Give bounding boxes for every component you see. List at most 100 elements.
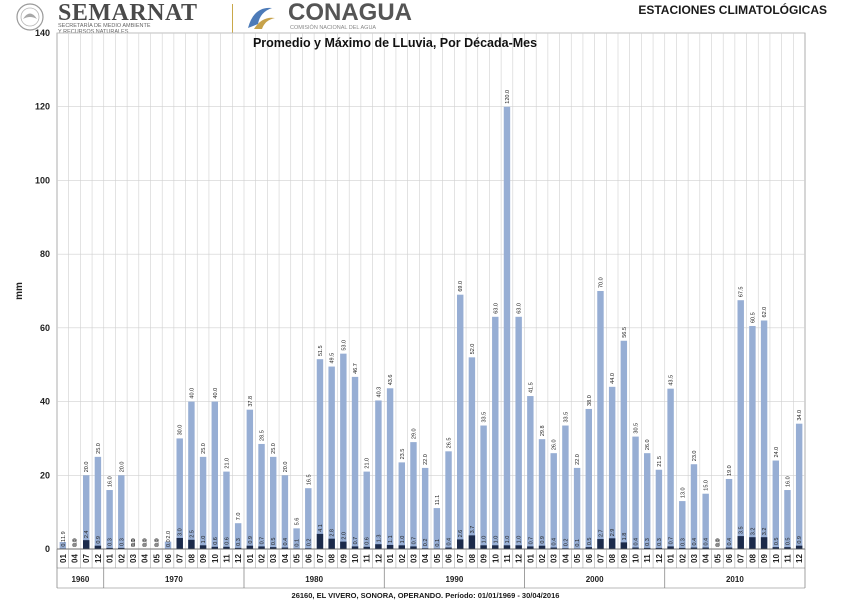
avg-bar [281,547,289,549]
avg-bar [94,545,102,549]
max-value-label: 21.5 [657,456,663,467]
month-tick-label: 11 [783,554,792,563]
month-tick-label: 02 [117,554,126,563]
avg-bar [690,547,698,549]
avg-value-label: 0.7 [353,537,359,545]
avg-value-label: 3.7 [470,526,476,534]
month-tick-label: 03 [129,554,138,563]
avg-value-label: 1.3 [376,535,382,543]
y-tick-label: 80 [40,249,50,259]
max-bar [702,493,709,549]
max-value-label: 29.8 [540,425,546,436]
month-tick-label: 04 [561,554,570,563]
max-value-label: 40.0 [189,388,195,399]
avg-value-label: 0.5 [785,538,791,546]
avg-value-label: 0.3 [119,538,125,546]
footer-station-info: 26160, EL VIVERO, SONORA, OPERANDO. Perí… [291,591,560,600]
avg-value-label: 0.4 [283,538,289,546]
max-bar [585,408,592,549]
max-bar [270,456,277,549]
avg-value-label: 0.4 [704,538,710,546]
max-value-label: 19.0 [727,465,733,476]
y-tick-label: 120 [35,102,50,112]
avg-value-label: 0.0 [154,539,160,547]
max-value-label: 26.5 [447,438,453,449]
max-value-label: 11.1 [435,495,441,505]
y-tick-label: 0 [45,544,50,554]
avg-bar [608,538,616,549]
max-bar [106,490,113,549]
avg-value-label: 0.9 [96,536,102,544]
avg-bar [83,540,90,549]
max-bar [188,401,195,549]
max-value-label: 25.0 [201,443,207,454]
avg-value-label: 0.3 [236,538,242,546]
avg-value-label: 3.2 [762,528,768,536]
max-value-label: 30.5 [634,423,640,434]
month-tick-label: 12 [655,554,664,563]
avg-value-label: 0.4 [447,538,453,546]
month-tick-label: 12 [515,554,524,563]
max-bar [644,453,651,549]
max-bar [328,366,335,549]
avg-bar [188,539,195,549]
avg-bar [760,537,768,549]
avg-bar [246,545,254,549]
max-bar [421,467,429,549]
avg-bar [176,537,183,549]
max-bar [784,490,791,549]
avg-value-label: 0.2 [563,539,569,547]
max-bar [620,340,628,549]
avg-bar [270,547,277,549]
y-tick-label: 40 [40,397,50,407]
avg-bar [328,538,335,549]
max-bar [433,508,441,549]
month-tick-label: 12 [795,554,804,563]
avg-value-label: 0.2 [423,539,429,547]
y-tick-label: 60 [40,323,50,333]
avg-bar [118,547,125,549]
max-bar [83,475,90,549]
month-tick-label: 02 [398,554,407,563]
max-value-label: 60.5 [750,312,756,323]
max-value-label: 40.0 [213,388,219,399]
max-value-label: 56.5 [622,327,628,338]
avg-value-label: 1.0 [201,536,207,544]
max-bar [293,528,300,549]
max-value-label: 24.0 [774,447,780,458]
month-tick-label: 11 [503,554,512,563]
month-tick-label: 05 [713,554,722,563]
max-bar [690,464,698,549]
avg-bar [725,547,733,549]
max-bar [445,451,452,549]
month-tick-label: 06 [585,554,594,563]
max-value-label: 25.0 [96,443,102,454]
month-tick-label: 04 [71,554,80,563]
avg-value-label: 0.7 [411,537,417,545]
y-tick-label: 20 [40,470,50,480]
max-value-label: 21.0 [365,458,371,469]
max-value-label: 20.0 [283,462,289,473]
max-value-label: 16.0 [785,476,791,487]
avg-value-label: 2.9 [610,529,616,537]
max-value-label: 0.0 [715,538,721,546]
max-bar [176,438,183,549]
avg-value-label: 0.5 [271,538,277,546]
month-tick-label: 03 [269,554,278,563]
document-title: ESTACIONES CLIMATOLÓGICAS [638,3,827,17]
avg-bar [749,537,756,549]
max-value-label: 49.5 [330,353,336,364]
max-value-label: 22.0 [575,454,581,465]
avg-value-label: 0.4 [727,538,733,546]
month-tick-label: 03 [550,554,559,563]
conagua-logo-icon [248,7,275,29]
avg-bar [234,547,242,549]
avg-bar [784,547,791,549]
avg-value-label: 0.0 [131,539,137,547]
avg-bar [258,546,265,549]
month-tick-label: 09 [620,554,629,563]
max-value-label: 5.6 [295,518,301,526]
avg-bar [597,539,604,549]
max-bar [375,400,382,549]
